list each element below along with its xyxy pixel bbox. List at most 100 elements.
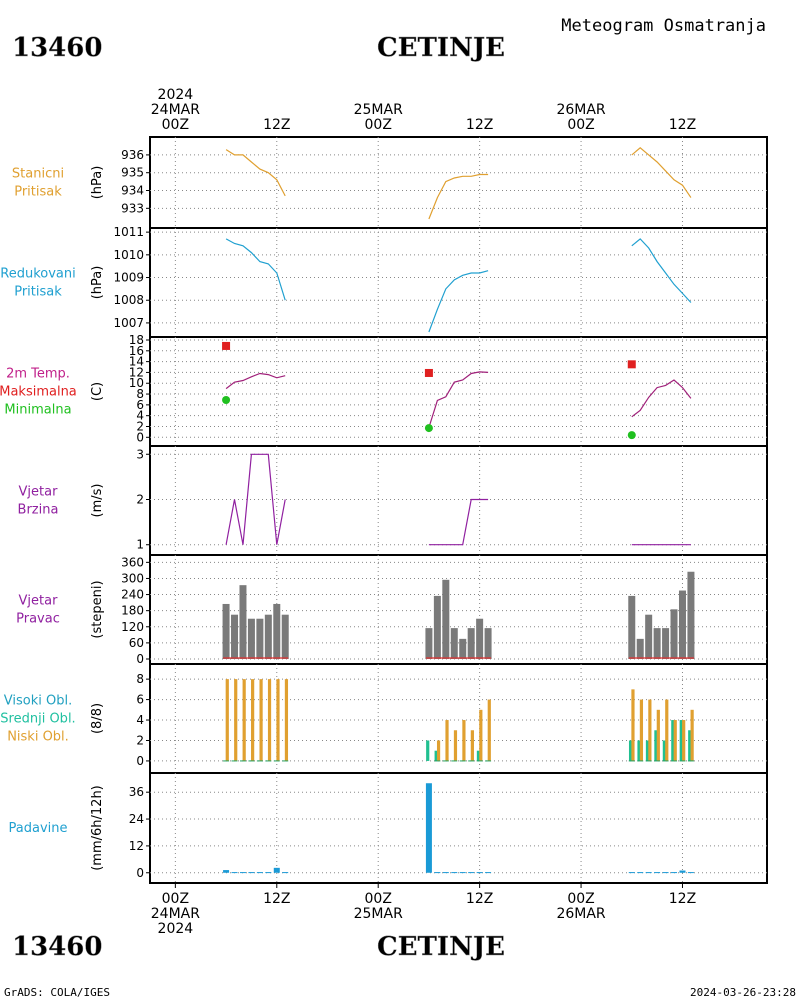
data-bar (264, 614, 272, 659)
y-tick-label: 16 (129, 344, 144, 358)
y-tick-label: 18 (129, 333, 144, 347)
data-bar (678, 590, 686, 659)
time-label: 00Z (365, 891, 392, 907)
data-bar (248, 872, 255, 874)
data-bar (468, 872, 475, 874)
y-tick-label: 300 (121, 571, 144, 585)
panel-label: Maksimalna (0, 385, 77, 400)
data-bar (442, 579, 450, 659)
y-tick-label: 0 (136, 866, 144, 880)
y-tick-label: 0 (136, 430, 144, 444)
cloud-bar (436, 740, 441, 761)
y-axis-label: (hPa) (90, 166, 105, 200)
y-tick-label: 12 (129, 839, 144, 853)
y-tick-label: 8 (136, 672, 144, 686)
cloud-bar (487, 699, 491, 761)
data-bar (450, 628, 458, 659)
series-line (225, 453, 286, 545)
y-tick-label: 6 (136, 398, 144, 412)
time-label: 12Z (263, 891, 290, 907)
y-tick-label: 3 (136, 447, 144, 461)
data-bar (687, 571, 695, 659)
panel-label: Pritisak (14, 185, 62, 200)
y-tick-label: 360 (121, 555, 144, 569)
data-bar (662, 872, 669, 874)
data-bar (256, 618, 264, 659)
y-axis-label: (C) (90, 382, 105, 401)
y-tick-label: 2 (136, 733, 144, 747)
y-tick-label: 2 (136, 493, 144, 507)
y-tick-label: 180 (121, 604, 144, 618)
panel-label: Minimalna (4, 403, 71, 418)
cloud-bar (631, 689, 635, 761)
y-tick-label: 60 (129, 636, 144, 650)
data-bar (425, 783, 432, 873)
time-label: 12Z (466, 117, 493, 133)
cloud-bar (445, 720, 449, 761)
time-label: 00Z (567, 117, 594, 133)
panel-frame (149, 227, 768, 338)
data-bar (476, 872, 483, 874)
time-label: 2024 (158, 87, 194, 103)
y-tick-label: 1008 (113, 293, 144, 307)
y-tick-label: 240 (121, 588, 144, 602)
y-tick-label: 0 (136, 754, 144, 768)
cloud-bar (276, 679, 280, 761)
cloud-bar (679, 720, 683, 761)
y-tick-label: 8 (136, 387, 144, 401)
series-line (428, 498, 489, 546)
data-bar (256, 872, 263, 874)
data-bar (273, 867, 280, 873)
data-bar (239, 872, 246, 874)
data-bar (653, 628, 661, 659)
y-tick-label: 10 (129, 376, 144, 390)
y-tick-label: 1011 (113, 225, 144, 239)
panel-wind_direction: 0 60 120 180 240 300 360 (stepeni) Vjetar Pravac (16, 554, 768, 666)
data-bar (637, 872, 644, 874)
time-label: 24MAR (151, 906, 200, 922)
series-line (225, 238, 286, 301)
data-bar (231, 614, 239, 659)
panel-label: Niski Obl. (7, 730, 69, 745)
data-bar (425, 628, 433, 659)
station-id-bottom: 13460 (12, 932, 102, 962)
y-tick-label: 12 (129, 365, 144, 379)
data-bar (459, 872, 466, 874)
series-line (428, 173, 489, 220)
y-axis-label: (8/8) (90, 703, 105, 734)
data-bar (654, 872, 661, 874)
cloud-bar (688, 730, 692, 761)
time-label: 25MAR (354, 906, 403, 922)
data-bar (628, 872, 635, 874)
data-bar (434, 872, 441, 874)
series-line (225, 149, 286, 197)
y-tick-label: 936 (121, 148, 144, 162)
panel-label: Pritisak (14, 285, 62, 300)
cloud-bar (656, 709, 660, 761)
panel-label: Brzina (18, 503, 59, 518)
station-name-top: CETINJE (377, 33, 505, 63)
panel-label: 2m Temp. (6, 367, 70, 382)
series-line (428, 371, 489, 428)
data-bar (687, 872, 694, 874)
y-axis-label: (stepeni) (90, 580, 105, 638)
series-line (631, 147, 692, 198)
series-line (631, 379, 692, 418)
cloud-bar (637, 740, 641, 761)
cloud-bar (426, 740, 430, 761)
series-line (631, 238, 692, 303)
data-bar (670, 609, 678, 659)
station-id-top: 13460 (12, 33, 102, 63)
cloud-bar (682, 720, 686, 761)
y-tick-label: 24 (129, 812, 144, 826)
series-line (225, 372, 286, 390)
panel-station_pressure: 933 934 935 936 (hPa) Stanicni Pritisak (12, 136, 768, 229)
time-label: 12Z (466, 891, 493, 907)
max-temp-marker (424, 368, 433, 377)
cloud-bar (284, 679, 289, 761)
y-tick-label: 1 (136, 538, 144, 552)
y-tick-label: 0 (136, 652, 144, 666)
cloud-bar (476, 750, 481, 761)
panel-label: Stanicni (12, 167, 64, 182)
